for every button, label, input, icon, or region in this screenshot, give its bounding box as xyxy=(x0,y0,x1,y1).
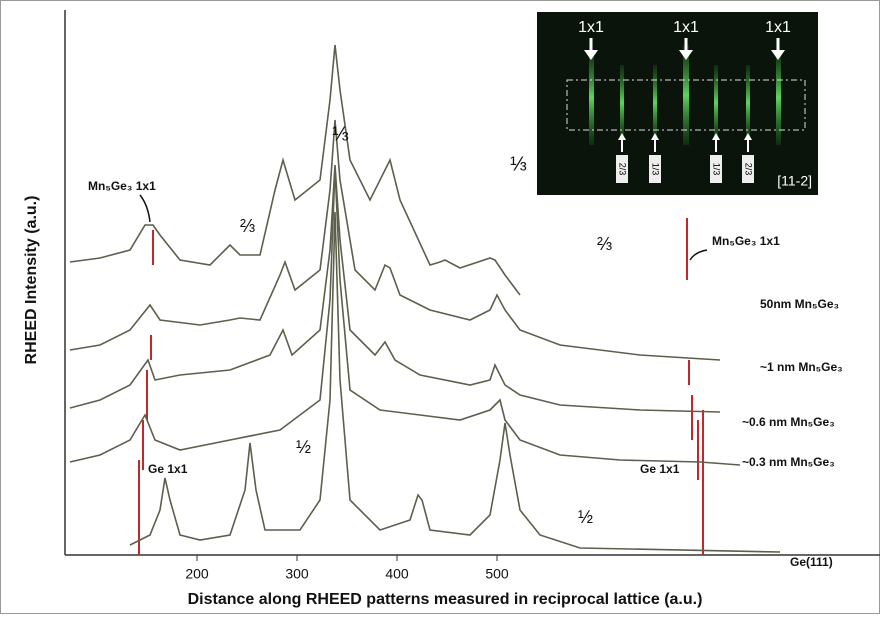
inset-label: 1x1 xyxy=(578,19,604,36)
x-tick-label: 400 xyxy=(385,566,409,582)
x-tick-label: 300 xyxy=(285,566,309,582)
x-tick-label: 200 xyxy=(185,566,209,582)
line-series xyxy=(69,119,721,361)
inset-fraction: 2/3 xyxy=(618,163,628,176)
x-tick-label: 500 xyxy=(485,566,509,582)
series-label: ~1 nm Mn₅Ge₃ xyxy=(760,360,843,374)
annotation: Mn₅Ge₃ 1x1 xyxy=(712,234,780,248)
annotation: ⅓ xyxy=(332,123,349,145)
series-label: ~0.6 nm Mn₅Ge₃ xyxy=(742,415,835,429)
inset-fraction: 1/3 xyxy=(651,163,661,176)
x-axis-label: Distance along RHEED patterns measured i… xyxy=(188,591,703,608)
inset-direction: [11-2] xyxy=(777,173,812,189)
line-series xyxy=(129,211,781,553)
line-series xyxy=(69,44,521,296)
reference-lines xyxy=(138,218,704,555)
series-label: 50nm Mn₅Ge₃ xyxy=(760,297,839,311)
annotation: ⅔ xyxy=(597,234,612,254)
annotation: Ge 1x1 xyxy=(148,462,188,476)
inset xyxy=(537,12,818,195)
annotation: Mn₅Ge₃ 1x1 xyxy=(88,179,156,193)
series-label: ~0.3 nm Mn₅Ge₃ xyxy=(742,455,835,469)
annotation: Ge 1x1 xyxy=(640,462,680,476)
inset-label: 1x1 xyxy=(765,19,791,36)
annotation-arrows xyxy=(139,194,708,261)
annotation: ⅔ xyxy=(240,216,255,236)
annotation: ½ xyxy=(578,507,593,527)
line-series xyxy=(69,167,741,466)
inset-fraction: 2/3 xyxy=(744,163,754,176)
y-axis-label: RHEED Intensity (a.u.) xyxy=(23,196,40,365)
annotation: ½ xyxy=(296,437,311,457)
annotation: ⅓ xyxy=(510,153,527,175)
series-label: Ge(111) xyxy=(790,555,833,569)
inset-label: 1x1 xyxy=(673,19,699,36)
line-series xyxy=(69,164,721,413)
inset-fraction: 1/3 xyxy=(712,163,722,176)
